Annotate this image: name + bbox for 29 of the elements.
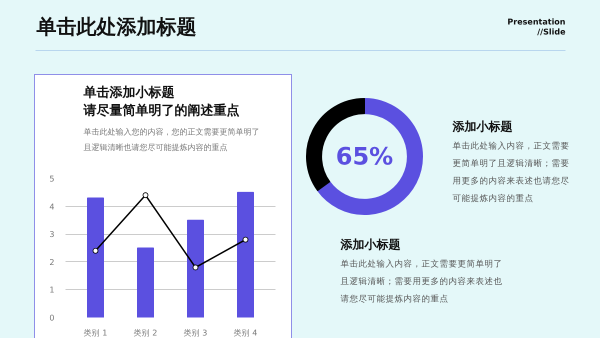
x-tick-label: 类别 1 <box>84 328 108 338</box>
text: 单击此处输入内容，正文需要更简单明了且逻辑清晰；需要用更多的内容来表述也请您尽可能提炼内容的重点 <box>340 258 502 304</box>
chart-subtitle: 请尽量简单明了的阐述重点 <box>82 102 240 118</box>
point <box>92 248 98 254</box>
bar <box>187 220 204 318</box>
text: //Slide <box>537 28 566 36</box>
text: 添加小标题 <box>340 238 400 252</box>
bar <box>87 197 104 318</box>
y-tick-label: 5 <box>49 174 55 184</box>
x-tick-label: 类别 4 <box>234 328 258 338</box>
text: 单击此处添加标题 <box>36 14 196 38</box>
y-tick-label: 0 <box>49 314 55 322</box>
x-tick-label: 类别 2 <box>134 328 158 338</box>
x-tick-label: 类别 3 <box>184 328 208 338</box>
text: 65% <box>336 142 394 170</box>
text: 单击此处输入您的内容，您的正文需要更简单明了且逻辑清晰也请您尽可能提炼内容的重点 <box>84 128 260 152</box>
y-tick-label: 4 <box>49 202 55 212</box>
point <box>142 192 148 198</box>
bar <box>237 192 254 318</box>
bar <box>137 248 154 318</box>
y-tick-label: 3 <box>49 230 55 240</box>
text: 单击此处输入内容，正文需要更简单明了且逻辑清晰；需要用更多的内容来表述也请您尽可能提炼内容的重点 <box>452 140 570 204</box>
point <box>242 236 248 243</box>
y-tick-label: 2 <box>49 258 55 267</box>
chart-title: 单击添加小标题 <box>82 84 175 100</box>
y-tick-label: 1 <box>49 286 55 295</box>
text: 添加小标题 <box>452 120 512 134</box>
point <box>192 264 198 270</box>
text: Presentation <box>507 18 566 26</box>
